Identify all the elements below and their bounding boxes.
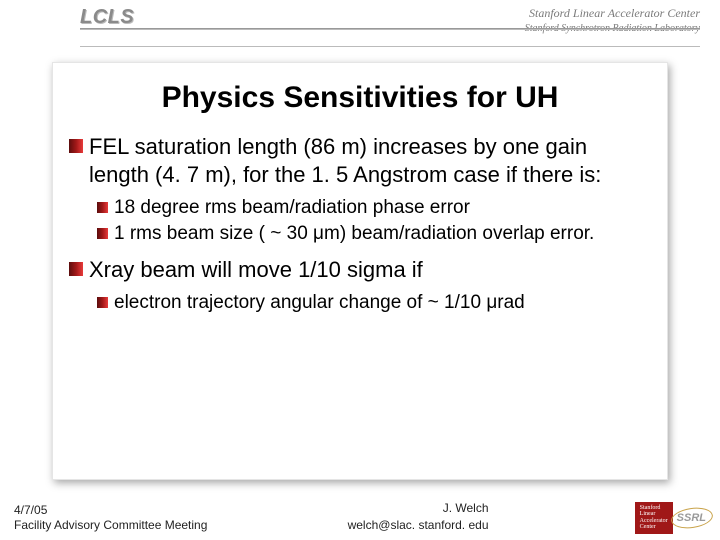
footer-right: Stanford Linear Accelerator Center SSRL bbox=[635, 502, 706, 534]
square-bullet-icon bbox=[97, 202, 108, 213]
footer-date: 4/7/05 bbox=[14, 503, 207, 519]
ssrl-logo: SSRL bbox=[677, 512, 706, 524]
slide-title: Physics Sensitivities for UH bbox=[53, 63, 667, 133]
footer-center: J. Welch welch@slac. stanford. edu bbox=[348, 500, 489, 534]
stanford-line: Accelerator bbox=[640, 518, 668, 525]
footer-left: 4/7/05 Facility Advisory Committee Meeti… bbox=[14, 503, 207, 534]
bullet-level1: FEL saturation length (86 m) increases b… bbox=[69, 133, 651, 188]
bullet-level2: electron trajectory angular change of ~ … bbox=[97, 291, 651, 315]
header: LCLS Stanford Linear Accelerator Center … bbox=[0, 0, 720, 60]
footer-email: welch@slac. stanford. edu bbox=[348, 517, 489, 534]
body-list: FEL saturation length (86 m) increases b… bbox=[53, 133, 667, 315]
slac-line1: Stanford Linear Accelerator Center bbox=[525, 6, 700, 21]
bullet-level1: Xray beam will move 1/10 sigma if bbox=[69, 256, 651, 284]
square-bullet-icon bbox=[69, 139, 83, 153]
lcls-logo: LCLS bbox=[20, 6, 134, 29]
square-bullet-icon bbox=[97, 297, 108, 308]
square-bullet-icon bbox=[69, 262, 83, 276]
bullet-text: electron trajectory angular change of ~ … bbox=[114, 291, 525, 315]
slide: LCLS Stanford Linear Accelerator Center … bbox=[0, 0, 720, 540]
footer-author: J. Welch bbox=[348, 500, 489, 517]
stanford-line: Stanford bbox=[640, 505, 668, 512]
bullet-text: Xray beam will move 1/10 sigma if bbox=[89, 256, 423, 284]
header-rule-2 bbox=[80, 46, 700, 47]
footer: 4/7/05 Facility Advisory Committee Meeti… bbox=[0, 494, 720, 540]
bullet-text: 18 degree rms beam/radiation phase error bbox=[114, 196, 470, 220]
footer-meeting: Facility Advisory Committee Meeting bbox=[14, 518, 207, 534]
bullet-text: FEL saturation length (86 m) increases b… bbox=[89, 133, 651, 188]
bullet-text: 1 rms beam size ( ~ 30 μm) beam/radiatio… bbox=[114, 222, 594, 246]
square-bullet-icon bbox=[97, 228, 108, 239]
content-frame: Physics Sensitivities for UH FEL saturat… bbox=[52, 62, 668, 480]
stanford-logo: Stanford Linear Accelerator Center bbox=[635, 502, 673, 534]
ssrl-text: SSRL bbox=[677, 512, 706, 524]
bullet-level2: 1 rms beam size ( ~ 30 μm) beam/radiatio… bbox=[97, 222, 651, 246]
stanford-line: Linear bbox=[640, 511, 668, 518]
stanford-line: Center bbox=[640, 524, 668, 531]
header-rule bbox=[80, 28, 700, 30]
bullet-level2: 18 degree rms beam/radiation phase error bbox=[97, 196, 651, 220]
